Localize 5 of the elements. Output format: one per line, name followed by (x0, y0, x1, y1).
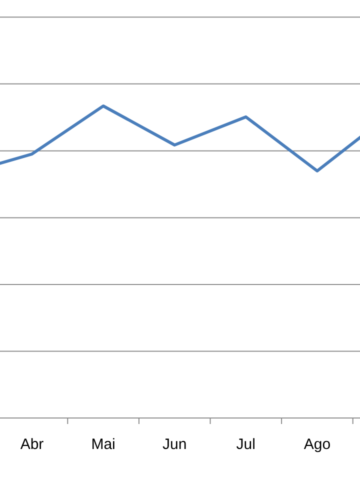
x-tick-label: Mai (91, 436, 116, 453)
x-tick-label: Jul (236, 436, 256, 453)
x-tick-label: Ago (304, 436, 331, 453)
x-tick-label: Jun (162, 436, 187, 453)
x-tick-label: Abr (20, 436, 44, 453)
